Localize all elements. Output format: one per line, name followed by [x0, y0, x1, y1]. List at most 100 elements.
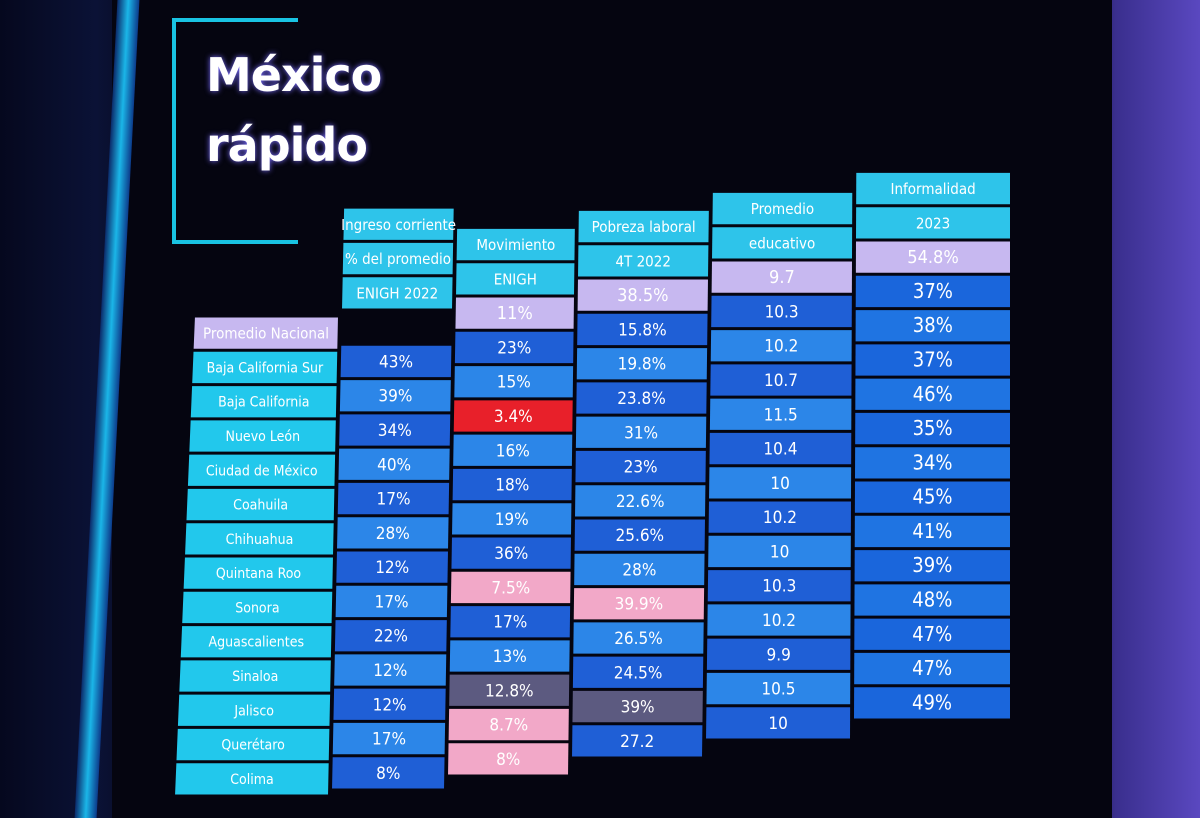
row12-col5-text: 49% [912, 690, 952, 714]
header-col5-line2-text: 2023 [916, 214, 950, 232]
state-label-10-cell [177, 694, 331, 726]
header-col1-line1-text: Ingreso corriente [341, 216, 456, 234]
header-col3-line1-cell [578, 210, 709, 243]
state-label-9-cell [179, 660, 331, 692]
row2-col1-cell [339, 414, 451, 446]
state-label-11-cell [176, 728, 330, 761]
state-label-7-cell [182, 591, 333, 624]
state-label-0-cell [192, 351, 338, 384]
row2-col2-text: 3.4% [494, 407, 533, 427]
row3-col4-cell [709, 398, 852, 430]
row4-col2-text: 18% [495, 476, 529, 496]
state-label-3-cell [187, 454, 336, 486]
state-label-3-text: Ciudad de México [206, 463, 318, 479]
row4-col4-text: 10.4 [763, 440, 797, 460]
state-label-5-cell [185, 523, 334, 555]
row0-col3-cell [577, 313, 708, 346]
row12-col5-cell [854, 687, 1010, 719]
row12-col2-cell [448, 743, 569, 775]
row11-col1-cell [332, 722, 446, 755]
header-col2-line2-text: ENIGH [494, 270, 537, 288]
row1-col1-text: 39% [378, 387, 412, 407]
row3-col5-text: 46% [913, 382, 953, 406]
state-label-4-cell [186, 488, 335, 521]
row9-col5-text: 48% [912, 588, 952, 612]
row1-col4-cell [710, 330, 852, 362]
row10-col1-text: 12% [373, 695, 407, 715]
state-label-7-text: Sonora [235, 600, 279, 616]
row8-col3-cell [573, 588, 705, 620]
row5-col3-cell [575, 485, 706, 517]
row0-col4-text: 10.3 [765, 302, 799, 322]
row0-col2-text: 23% [497, 338, 531, 358]
header-col1-line3-text: ENIGH 2022 [356, 284, 438, 302]
header-col1-line1-cell [343, 208, 454, 240]
row4-col5-text: 35% [913, 416, 953, 440]
row1-col3-cell [576, 348, 708, 380]
row4-col1-cell [337, 482, 450, 515]
row1-col2-cell [454, 366, 574, 398]
header-col1-line2-cell [342, 242, 454, 275]
national-col4-cell [711, 261, 852, 293]
row7-col1-cell [335, 585, 448, 618]
state-label-5-text: Chihuahua [226, 532, 294, 548]
state-label-6-cell [183, 557, 333, 589]
header-col2-line1-cell [456, 228, 575, 261]
row11-col5-text: 47% [912, 656, 952, 680]
row1-col3-text: 19.8% [618, 355, 667, 375]
row10-col2-text: 12.8% [485, 681, 534, 701]
row9-col1-cell [334, 654, 447, 686]
row0-col1-cell [340, 345, 452, 378]
row3-col2-text: 16% [496, 441, 530, 461]
national-label-text: Promedio Nacional [203, 325, 329, 343]
logo-line-2: rápido [206, 118, 368, 172]
row5-col1-text: 28% [376, 524, 410, 544]
state-label-0-text: Baja California Sur [207, 360, 324, 376]
header-col1-line3-cell [342, 277, 453, 309]
header-col4-line2-cell [712, 227, 853, 259]
row8-col4-text: 10.3 [762, 577, 796, 597]
row4-col3-cell [575, 450, 706, 483]
row7-col4-text: 10 [770, 542, 789, 562]
row10-col2-cell [449, 674, 570, 706]
state-label-1-text: Baja California [218, 395, 309, 411]
row2-col1-text: 34% [378, 421, 412, 441]
row5-col2-text: 19% [495, 510, 529, 530]
row9-col1-text: 12% [373, 661, 407, 681]
header-col3-line1-text: Pobreza laboral [592, 218, 696, 236]
row12-col4-text: 10 [768, 714, 787, 734]
row6-col3-cell [574, 519, 705, 551]
row10-col1-cell [333, 688, 446, 720]
row8-col2-cell [450, 606, 571, 638]
header-col3-line2-text: 4T 2022 [615, 252, 670, 270]
row3-col2-cell [453, 434, 573, 466]
row6-col5-cell [854, 481, 1010, 513]
row5-col2-cell [452, 503, 572, 535]
row7-col5-text: 41% [912, 519, 952, 543]
row12-col3-cell [572, 725, 703, 757]
row3-col1-text: 40% [377, 455, 411, 475]
row9-col4-cell [707, 604, 851, 636]
header-col4-line2-text: educativo [749, 234, 815, 252]
state-label-1-cell [190, 386, 337, 418]
row2-col3-cell [576, 382, 707, 414]
row2-col3-text: 23.8% [617, 389, 666, 409]
row3-col4-text: 11.5 [764, 405, 798, 425]
state-label-10-text: Jalisco [233, 703, 274, 719]
row4-col1-text: 17% [377, 490, 411, 510]
header-col4-line1-cell [712, 192, 853, 225]
row12-col1-text: 8% [376, 764, 400, 784]
row1-col2-text: 15% [497, 373, 531, 393]
row4-col4-cell [709, 432, 852, 465]
logo-line-1: México [206, 48, 382, 102]
row10-col4-text: 9.9 [767, 645, 791, 665]
row0-col5-text: 37% [913, 279, 953, 303]
row8-col3-text: 39.9% [615, 595, 664, 615]
header-col5-line2-cell [856, 207, 1010, 239]
row11-col5-cell [854, 652, 1010, 685]
row6-col2-text: 36% [494, 544, 528, 564]
row12-col4-cell [706, 707, 851, 739]
row8-col1-text: 22% [374, 627, 408, 647]
row7-col3-cell [574, 553, 705, 586]
